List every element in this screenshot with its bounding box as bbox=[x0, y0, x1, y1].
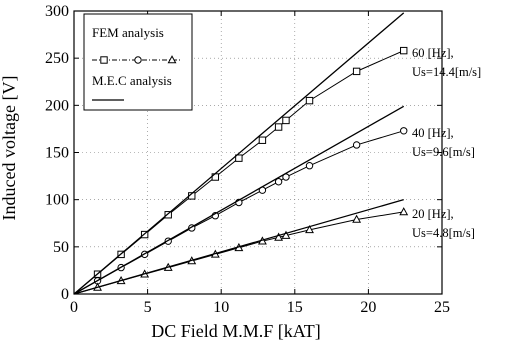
annotation-40hz-freq: 40 [Hz], bbox=[412, 126, 454, 140]
y-tick-label: 0 bbox=[61, 286, 69, 303]
series-line-40-hz-m-e-c-analysis bbox=[73, 105, 405, 295]
annotation-20hz-freq: 20 [Hz], bbox=[412, 207, 454, 221]
x-tick-label: 20 bbox=[360, 299, 376, 316]
data-point-40-hz-fem-analysis bbox=[305, 162, 314, 170]
data-point-20-hz-fem-analysis bbox=[281, 230, 291, 239]
x-axis-title: DC Field M.M.F [kAT] bbox=[151, 321, 321, 341]
legend-label-fem: FEM analysis bbox=[92, 25, 164, 40]
data-point-60-hz-fem-analysis bbox=[235, 154, 243, 162]
y-axis-title: Induced voltage [V] bbox=[0, 76, 19, 221]
annotation-20hz-speed: Us=4.8[m/s] bbox=[412, 226, 475, 240]
legend-marker-triangle bbox=[167, 55, 177, 64]
data-point-40-hz-fem-analysis bbox=[400, 127, 408, 135]
series-line-60-hz-m-e-c-analysis bbox=[73, 12, 405, 295]
data-point-60-hz-fem-analysis bbox=[352, 67, 361, 76]
grid bbox=[74, 11, 442, 294]
legend-marker-square bbox=[100, 56, 108, 64]
y-tick-label: 200 bbox=[45, 97, 69, 114]
data-point-60-hz-fem-analysis bbox=[305, 96, 314, 105]
series-20-hz-m-e-c-analysis bbox=[73, 199, 404, 295]
annotation-60hz-speed: Us=14.4[m/s] bbox=[412, 65, 481, 79]
legend-label-mec: M.E.C analysis bbox=[92, 73, 172, 88]
y-tick-label: 300 bbox=[45, 3, 69, 20]
series-layer bbox=[73, 12, 409, 295]
data-point-60-hz-fem-analysis bbox=[400, 46, 408, 55]
data-point-60-hz-fem-analysis bbox=[274, 123, 283, 131]
y-tick-label: 50 bbox=[53, 239, 69, 256]
annotation-60hz-freq: 60 [Hz], bbox=[412, 46, 454, 60]
legend-fem-sample bbox=[92, 55, 182, 64]
series-40-hz-m-e-c-analysis bbox=[73, 105, 405, 295]
data-point-20-hz-fem-analysis bbox=[352, 214, 362, 223]
data-point-60-hz-fem-analysis bbox=[164, 211, 172, 219]
data-point-60-hz-fem-analysis bbox=[282, 116, 290, 125]
legend: FEM analysis M.E.C analysis bbox=[83, 13, 193, 111]
data-point-40-hz-fem-analysis bbox=[352, 141, 361, 149]
data-point-40-hz-fem-analysis bbox=[274, 178, 283, 186]
x-tick-label: 10 bbox=[213, 299, 229, 316]
annotations: 60 [Hz], Us=14.4[m/s] 40 [Hz], Us=9.6[m/… bbox=[412, 46, 481, 240]
data-point-20-hz-fem-analysis bbox=[399, 207, 409, 216]
annotation-40hz-speed: Us=9.6[m/s] bbox=[412, 145, 475, 159]
y-tick-label: 100 bbox=[45, 192, 69, 209]
x-tick-label: 15 bbox=[287, 299, 303, 316]
data-point-60-hz-fem-analysis bbox=[258, 136, 267, 144]
y-tick-label: 150 bbox=[45, 145, 69, 162]
data-point-20-hz-fem-analysis bbox=[274, 232, 284, 241]
x-tick-label: 0 bbox=[70, 299, 78, 316]
x-tick-label: 5 bbox=[144, 299, 152, 316]
data-point-20-hz-fem-analysis bbox=[305, 225, 314, 234]
series-line-20-hz-m-e-c-analysis bbox=[73, 199, 404, 295]
y-tick-label: 250 bbox=[45, 50, 69, 67]
series-60-hz-m-e-c-analysis bbox=[73, 12, 405, 295]
legend-marker-circle bbox=[134, 56, 142, 64]
x-tick-label: 25 bbox=[434, 299, 450, 316]
